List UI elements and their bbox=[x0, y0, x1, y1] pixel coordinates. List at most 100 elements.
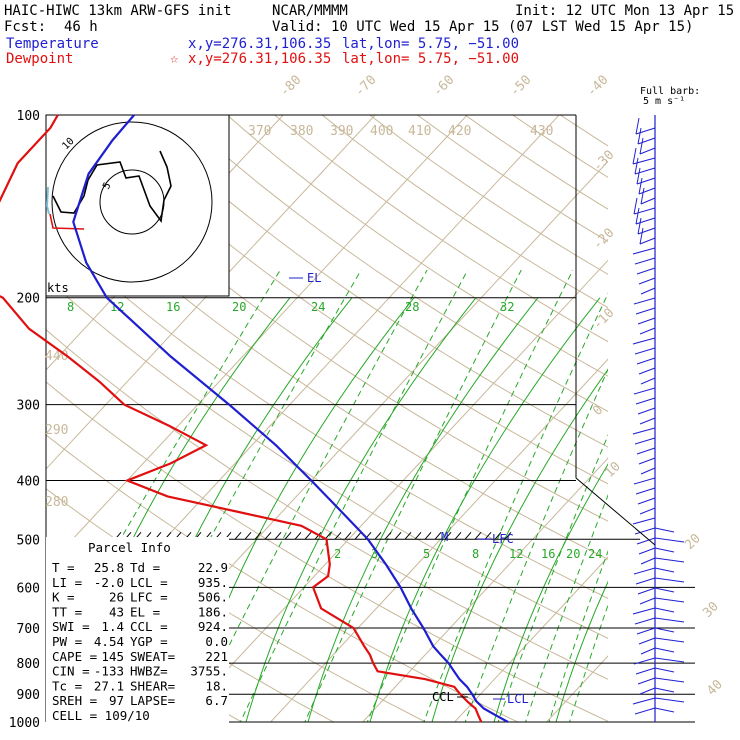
parcel-info-cell: 145 bbox=[101, 649, 124, 664]
parcel-info-cell: 27.1 bbox=[94, 678, 124, 693]
wind-barb bbox=[634, 707, 656, 715]
wind-barb bbox=[638, 637, 656, 645]
dewpoint-profile bbox=[0, 114, 483, 723]
hodograph-frame bbox=[45, 114, 230, 297]
dry-adiabat-line bbox=[321, 115, 608, 309]
mixing-ratio-line bbox=[464, 368, 608, 722]
wind-barb bbox=[637, 587, 656, 595]
hatch-mark bbox=[304, 531, 312, 540]
pressure-tick-label: 1000 bbox=[9, 716, 40, 731]
parcel-info-title: Parcel Info bbox=[88, 540, 171, 555]
wind-barb-right bbox=[654, 537, 685, 543]
wind-barb bbox=[632, 247, 656, 255]
wind-barb bbox=[633, 657, 656, 665]
isotherm-line bbox=[46, 115, 376, 470]
parcel-info-cell: CCL = bbox=[130, 619, 168, 634]
wind-barb bbox=[637, 317, 656, 325]
adiabat-label: 370 bbox=[248, 124, 271, 139]
wind-barb bbox=[635, 127, 656, 135]
dry-adiabat-line bbox=[464, 115, 608, 210]
pressure-tick-label: 600 bbox=[17, 581, 40, 596]
dry-adiabat-line bbox=[46, 124, 608, 522]
dry-adiabat-line bbox=[46, 226, 608, 599]
pressure-tick-label: 700 bbox=[17, 622, 40, 637]
parcel-info-cell: SWI = bbox=[52, 619, 90, 634]
hatch-mark bbox=[244, 531, 252, 540]
wind-barb bbox=[635, 397, 656, 405]
valid-time: Valid: 10 UTC Wed 15 Apr 15 (07 LST Wed … bbox=[272, 19, 693, 35]
dry-adiabat-line bbox=[46, 175, 608, 560]
barb-legend-title: Full barb: bbox=[640, 86, 700, 97]
hodograph-units: kts bbox=[47, 281, 69, 295]
dry-adiabat-line bbox=[178, 115, 608, 412]
wind-barb bbox=[634, 347, 656, 355]
wind-barb-right bbox=[654, 697, 685, 703]
parcel-info-cell: -2.0 bbox=[94, 575, 124, 590]
parcel-info-cell: Td = bbox=[130, 560, 160, 575]
wind-barb-flag bbox=[637, 217, 642, 235]
wind-barb bbox=[640, 197, 656, 205]
wind-barb bbox=[632, 337, 656, 345]
mixing-ratio-labels: 8 12 16 20 24 28 322 3 5 8 12 16 20 24 bbox=[67, 300, 602, 561]
hatch-mark bbox=[464, 531, 472, 540]
hatch-mark bbox=[254, 531, 262, 540]
adiabat-label: 420 bbox=[448, 124, 471, 139]
wind-barb bbox=[632, 427, 656, 435]
parcel-info-cell: 1.4 bbox=[101, 619, 124, 634]
wind-barb-right bbox=[654, 647, 675, 653]
parcel-info-cell: 4.54 bbox=[94, 634, 124, 649]
wind-barb bbox=[632, 157, 656, 165]
sounding-profiles bbox=[0, 114, 509, 723]
lower-frame bbox=[575, 477, 656, 546]
adiabat-label: 390 bbox=[330, 124, 353, 139]
temperature-legend: Temperature bbox=[6, 36, 99, 52]
moist-adiabat-line bbox=[245, 297, 477, 722]
isotherm-label: 0 bbox=[590, 403, 606, 419]
wind-barb bbox=[640, 377, 656, 385]
hatch-mark bbox=[474, 531, 482, 540]
hatch-mark bbox=[384, 531, 392, 540]
wind-barb-flag bbox=[637, 127, 642, 145]
wind-barb bbox=[633, 477, 656, 485]
wind-barb bbox=[635, 307, 656, 315]
isotherm-line bbox=[269, 358, 608, 722]
mixing-ratio-label-lower: 24 bbox=[588, 547, 602, 561]
isotherm-label: -40 bbox=[584, 73, 611, 100]
temperature-profile bbox=[72, 114, 509, 723]
parcel-info-cell: PW = bbox=[52, 634, 82, 649]
mixing-ratio-label-lower: 16 bbox=[541, 547, 555, 561]
wind-barb-flag bbox=[632, 147, 637, 165]
wind-barb bbox=[634, 527, 656, 535]
mixing-ratio-label-upper: 20 bbox=[232, 300, 246, 314]
moist-adiabat-line bbox=[307, 297, 539, 722]
hodograph-trace-cyan bbox=[45, 186, 50, 215]
parcel-info-panel: Parcel Info T = 25.8 Td = 22.9 LI = -2.0 LCL =… bbox=[46, 537, 229, 723]
wind-barb-right bbox=[654, 577, 685, 583]
dewpoint-xy: x,y=276.31,106.35 bbox=[188, 51, 331, 67]
wind-barb bbox=[640, 467, 656, 475]
isotherm-line bbox=[177, 259, 608, 722]
dry-adiabat-line bbox=[226, 115, 608, 377]
parcel-info-cell: SWEAT= bbox=[130, 649, 175, 664]
wind-barb bbox=[637, 497, 656, 505]
pressure-tick-label: 200 bbox=[17, 292, 40, 307]
hatch-mark bbox=[444, 531, 452, 540]
hatch-mark bbox=[504, 531, 512, 540]
wind-barb bbox=[635, 217, 656, 225]
parcel-info-cell: YGP = bbox=[130, 634, 168, 649]
wind-barb bbox=[633, 207, 656, 215]
wind-barb bbox=[632, 517, 656, 525]
parcel-info-cell: 43 bbox=[109, 604, 124, 619]
wind-barb-flag bbox=[639, 227, 644, 245]
parcel-info-cell: 506. bbox=[198, 590, 228, 605]
hatch-mark bbox=[374, 531, 382, 540]
wind-barb-flag bbox=[633, 197, 638, 215]
fcst-label: Fcst: bbox=[4, 19, 46, 35]
wind-barb-flag bbox=[636, 167, 641, 185]
level-markers: EL M LFC LCL CCL bbox=[289, 271, 529, 706]
wind-barb-right bbox=[654, 657, 685, 663]
wind-barb bbox=[637, 227, 656, 235]
wind-barb bbox=[639, 327, 656, 335]
wind-barb bbox=[638, 367, 656, 375]
frame-diagonal bbox=[575, 477, 656, 546]
